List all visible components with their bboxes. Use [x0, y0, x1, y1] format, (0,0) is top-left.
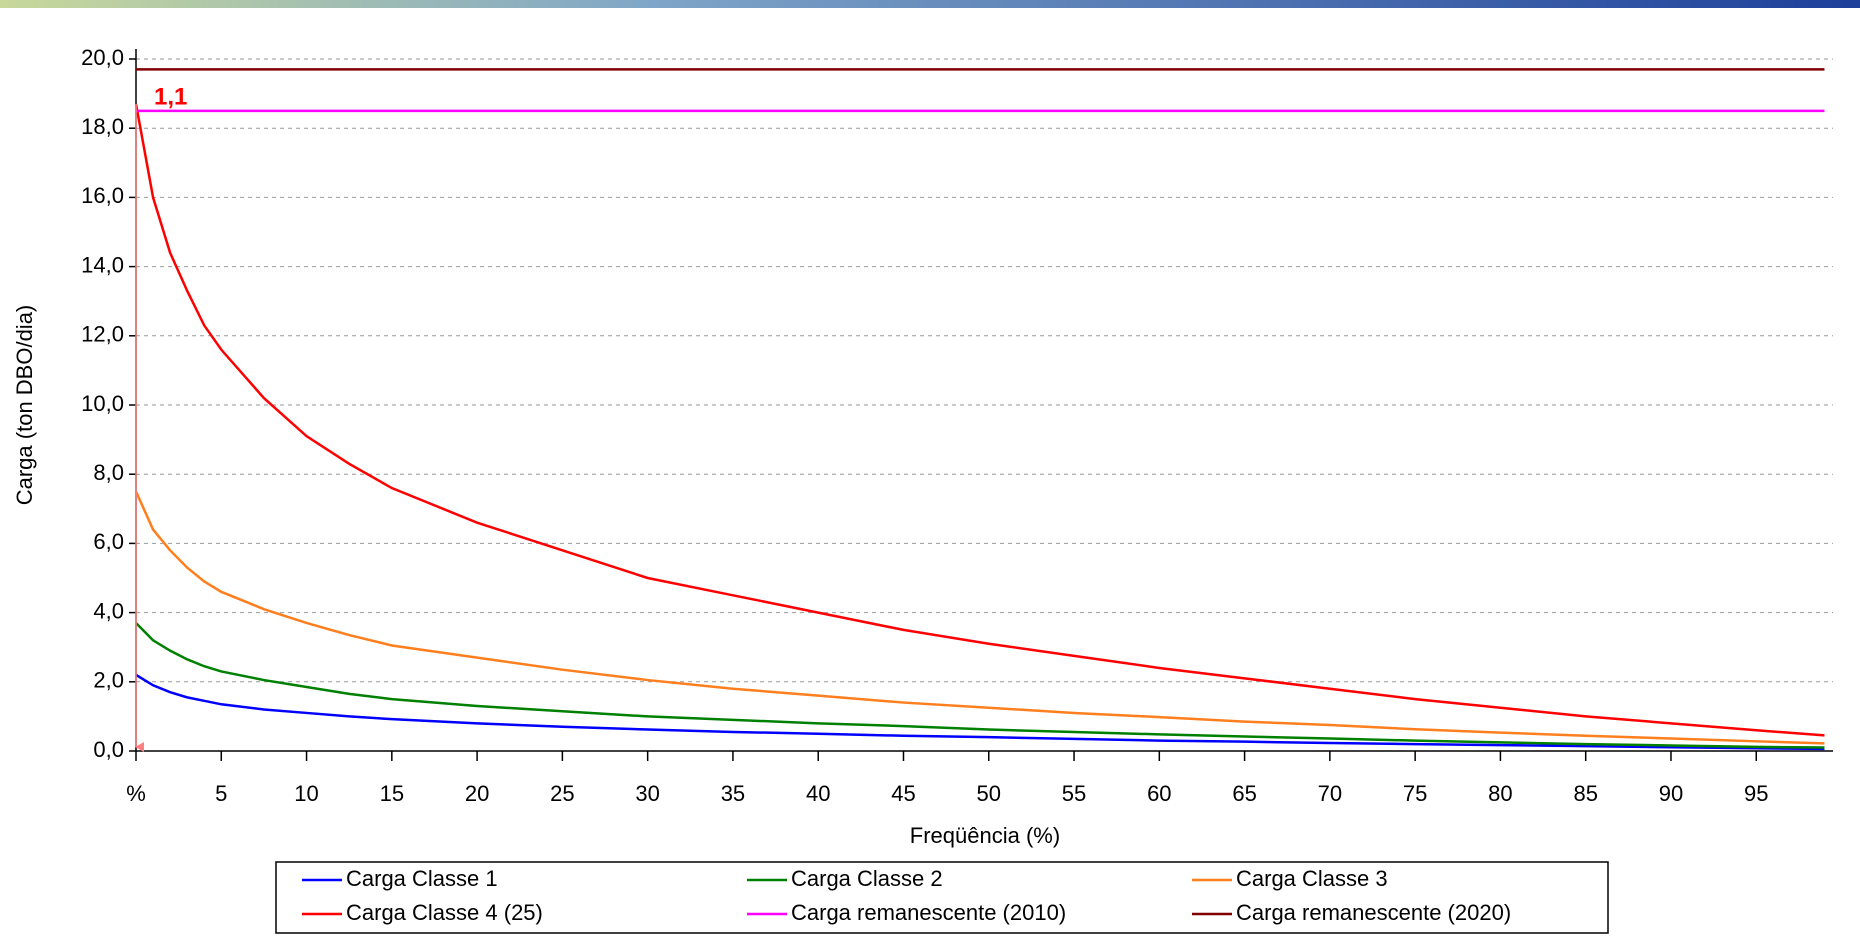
series-line — [134, 103, 1825, 737]
annotation: 1,1 — [154, 83, 187, 110]
y-tick-label: 4,0 — [93, 598, 124, 623]
legend-label: Carga Classe 4 (25) — [346, 900, 543, 925]
x-tick-label: 95 — [1744, 781, 1768, 806]
x-tick-label: 20 — [465, 781, 489, 806]
series-line — [134, 490, 1825, 745]
x-tick-label: 5 — [215, 781, 227, 806]
y-tick-label: 20,0 — [81, 45, 124, 70]
x-tick-label: 75 — [1403, 781, 1427, 806]
x-tick-label: 60 — [1147, 781, 1171, 806]
x-tick-label: 80 — [1488, 781, 1512, 806]
x-tick-label: 35 — [721, 781, 745, 806]
x-tick-label: 40 — [806, 781, 830, 806]
legend-label: Carga Classe 1 — [346, 866, 498, 891]
series-line — [135, 622, 1825, 749]
x-tick-label: 90 — [1659, 781, 1683, 806]
x-tick-label: 45 — [891, 781, 915, 806]
x-tick-label: 70 — [1318, 781, 1342, 806]
y-tick-label: 16,0 — [81, 183, 124, 208]
legend-box — [275, 861, 1609, 934]
x-tick-label: 30 — [635, 781, 659, 806]
y-tick-label: 10,0 — [81, 391, 124, 416]
series-line — [135, 673, 1825, 751]
x-axis-title: Freqüência (%) — [910, 823, 1060, 848]
y-axis-title: Carga (ton DBO/dia) — [12, 305, 37, 506]
x-tick-label: 25 — [550, 781, 574, 806]
y-tick-label: 14,0 — [81, 252, 124, 277]
x-tick-label: 55 — [1062, 781, 1086, 806]
x-tick-label: % — [126, 781, 146, 806]
x-tick-label: 85 — [1573, 781, 1597, 806]
legend-label: Carga remanescente (2020) — [1236, 900, 1511, 925]
y-tick-label: 0,0 — [93, 737, 124, 762]
x-tick-label: 50 — [977, 781, 1001, 806]
y-tick-label: 8,0 — [93, 460, 124, 485]
legend-label: Carga Classe 3 — [1236, 866, 1388, 891]
y-tick-label: 6,0 — [93, 529, 124, 554]
x-tick-label: 10 — [294, 781, 318, 806]
y-tick-label: 12,0 — [81, 322, 124, 347]
x-tick-label: 65 — [1232, 781, 1256, 806]
x-tick-label: 15 — [380, 781, 404, 806]
y-tick-label: 18,0 — [81, 114, 124, 139]
y-tick-label: 2,0 — [93, 668, 124, 693]
header-band — [0, 0, 1860, 8]
legend-label: Carga remanescente (2010) — [791, 900, 1066, 925]
legend-label: Carga Classe 2 — [791, 866, 943, 891]
